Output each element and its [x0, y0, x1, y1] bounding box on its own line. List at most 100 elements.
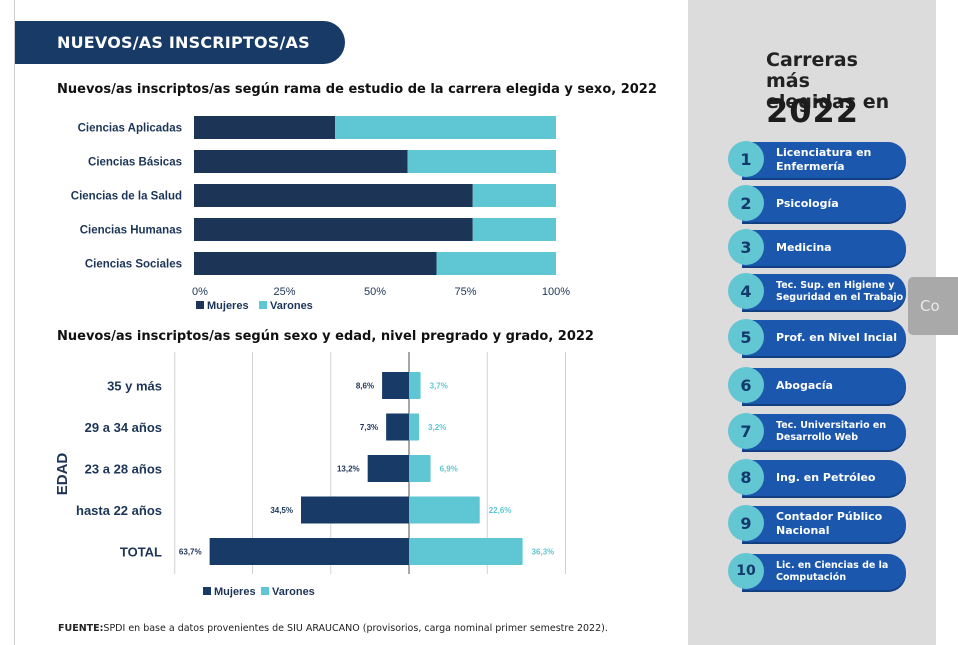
- data-label-varones: 3,7%: [430, 382, 448, 391]
- career-item: 9 Contador Público Nacional: [728, 505, 906, 542]
- career-pill: [742, 274, 906, 310]
- side-tab-label: Co: [920, 297, 940, 315]
- career-rank-badge: 3: [728, 229, 764, 265]
- career-pill: [742, 368, 906, 404]
- data-label-mujeres: 7,3%: [360, 423, 378, 432]
- legend-label-mujeres: Mujeres: [214, 586, 256, 598]
- career-pill: [742, 506, 906, 542]
- legend-label-mujeres: Mujeres: [207, 300, 249, 312]
- career-rank-badge: 8: [728, 459, 764, 495]
- career-pill: [742, 460, 906, 496]
- bar-varones: [436, 252, 556, 275]
- career-pill: [742, 414, 906, 450]
- age-group-label: 23 a 28 años: [85, 462, 162, 477]
- career-item: 1 Licenciatura en Enfermería: [728, 141, 906, 178]
- career-pill: [742, 230, 906, 266]
- career-rank-badge: 4: [728, 273, 764, 309]
- bar-varones: [409, 455, 431, 482]
- bar-varones: [409, 538, 523, 565]
- career-rank-badge: 7: [728, 413, 764, 449]
- bar-varones: [472, 218, 556, 241]
- bar-varones: [407, 150, 556, 173]
- age-group-label: 35 y más: [107, 379, 162, 394]
- population-pyramid-chart: EDAD 35 y más 8,6% 3,7% 29 a 34 años 7,3% 3,2%…: [54, 352, 566, 598]
- legend-label-varones: Varones: [272, 586, 315, 598]
- bar-varones: [335, 116, 556, 139]
- top-careers-panel: Carreras más elegidas en 2022 1 Licenciat…: [688, 0, 936, 645]
- career-pill: [742, 554, 906, 590]
- x-tick-label: 25%: [273, 286, 295, 298]
- x-tick-label: 0%: [192, 286, 208, 298]
- data-label-varones: 22,6%: [489, 506, 512, 515]
- data-label-mujeres: 63,7%: [179, 548, 202, 557]
- bar-mujeres: [194, 116, 336, 139]
- career-name: Tec. Sup. en Higiene y Seguridad en el T…: [776, 279, 904, 304]
- age-group-label: hasta 22 años: [76, 503, 162, 518]
- source-note: FUENTE:SPDI en base a datos provenientes…: [58, 623, 608, 634]
- bar-mujeres: [194, 184, 473, 207]
- category-label: Ciencias Sociales: [85, 259, 182, 271]
- bar-mujeres: [382, 372, 409, 399]
- bar-varones: [409, 372, 421, 399]
- career-name: Medicina: [776, 241, 832, 254]
- career-name: Lic. en Ciencias de la Computación: [776, 559, 889, 584]
- stacked-bar-chart: Ciencias Aplicadas Ciencias Básicas Cienci…: [71, 116, 570, 312]
- career-rank-badge: 2: [728, 185, 764, 221]
- bar-mujeres: [386, 413, 409, 441]
- career-pill: [742, 142, 906, 178]
- career-item: 5 Prof. en Nivel Incial: [728, 319, 906, 356]
- legend-label-varones: Varones: [270, 300, 313, 312]
- category-label: Ciencias de la Salud: [71, 191, 182, 203]
- source-label: FUENTE:: [58, 623, 104, 634]
- career-name: Abogacía: [776, 379, 833, 392]
- career-item: 6 Abogacía: [728, 367, 906, 404]
- career-item: 8 Ing. en Petróleo: [728, 459, 906, 496]
- bar-mujeres: [209, 538, 409, 565]
- career-pill: [742, 320, 906, 356]
- section-title: NUEVOS/AS INSCRIPTOS/AS: [57, 33, 310, 52]
- bar-mujeres: [194, 252, 437, 275]
- category-label: Ciencias Aplicadas: [78, 123, 182, 135]
- career-name: Psicología: [776, 197, 839, 210]
- category-label: Ciencias Humanas: [80, 225, 182, 237]
- age-group-label: 29 a 34 años: [85, 420, 162, 435]
- career-item: 2 Psicología: [728, 185, 906, 222]
- career-name: Contador Público Nacional: [776, 510, 883, 537]
- bar-mujeres: [194, 150, 408, 173]
- career-name: Tec. Universitario en Desarrollo Web: [776, 419, 887, 444]
- data-label-varones: 3,2%: [428, 423, 446, 432]
- data-label-varones: 36,3%: [532, 548, 555, 557]
- career-name: Prof. en Nivel Incial: [776, 331, 897, 344]
- legend-swatch-varones: [261, 587, 269, 595]
- data-label-mujeres: 8,6%: [356, 382, 374, 391]
- top-careers-year: 2022: [766, 92, 860, 130]
- y-axis-title: EDAD: [54, 453, 71, 496]
- side-tab-button[interactable]: Co: [908, 277, 958, 335]
- source-text: SPDI en base a datos provenientes de SIU…: [103, 623, 608, 634]
- career-rank-badge: 10: [728, 553, 764, 589]
- data-label-mujeres: 34,5%: [270, 506, 293, 515]
- x-tick-label: 100%: [542, 286, 570, 298]
- top-careers-title: Carreras más elegidas en: [766, 49, 890, 113]
- bar-varones: [472, 184, 556, 207]
- bar-mujeres: [301, 496, 409, 524]
- career-rank-badge: 9: [728, 505, 764, 541]
- career-name: Licenciatura en Enfermería: [776, 146, 872, 173]
- section-banner: NUEVOS/AS INSCRIPTOS/AS: [15, 21, 345, 64]
- career-name: Ing. en Petróleo: [776, 471, 876, 484]
- career-rank-badge: 6: [728, 367, 764, 403]
- bar-varones: [409, 496, 480, 524]
- bar-mujeres: [194, 218, 473, 241]
- x-tick-label: 75%: [454, 286, 476, 298]
- page-left-border: [14, 0, 15, 645]
- legend-swatch-mujeres: [203, 587, 211, 595]
- data-label-varones: 6,9%: [440, 465, 458, 474]
- category-label: Ciencias Básicas: [88, 157, 182, 169]
- x-tick-label: 50%: [364, 286, 386, 298]
- chart1-title: Nuevos/as inscriptos/as según rama de es…: [57, 82, 657, 97]
- career-item: 10 Lic. en Ciencias de la Computación: [728, 553, 906, 590]
- chart2-title: Nuevos/as inscriptos/as según sexo y eda…: [57, 329, 594, 344]
- legend-swatch-mujeres: [196, 301, 204, 309]
- career-pill: [742, 186, 906, 222]
- career-rank-badge: 5: [728, 319, 764, 355]
